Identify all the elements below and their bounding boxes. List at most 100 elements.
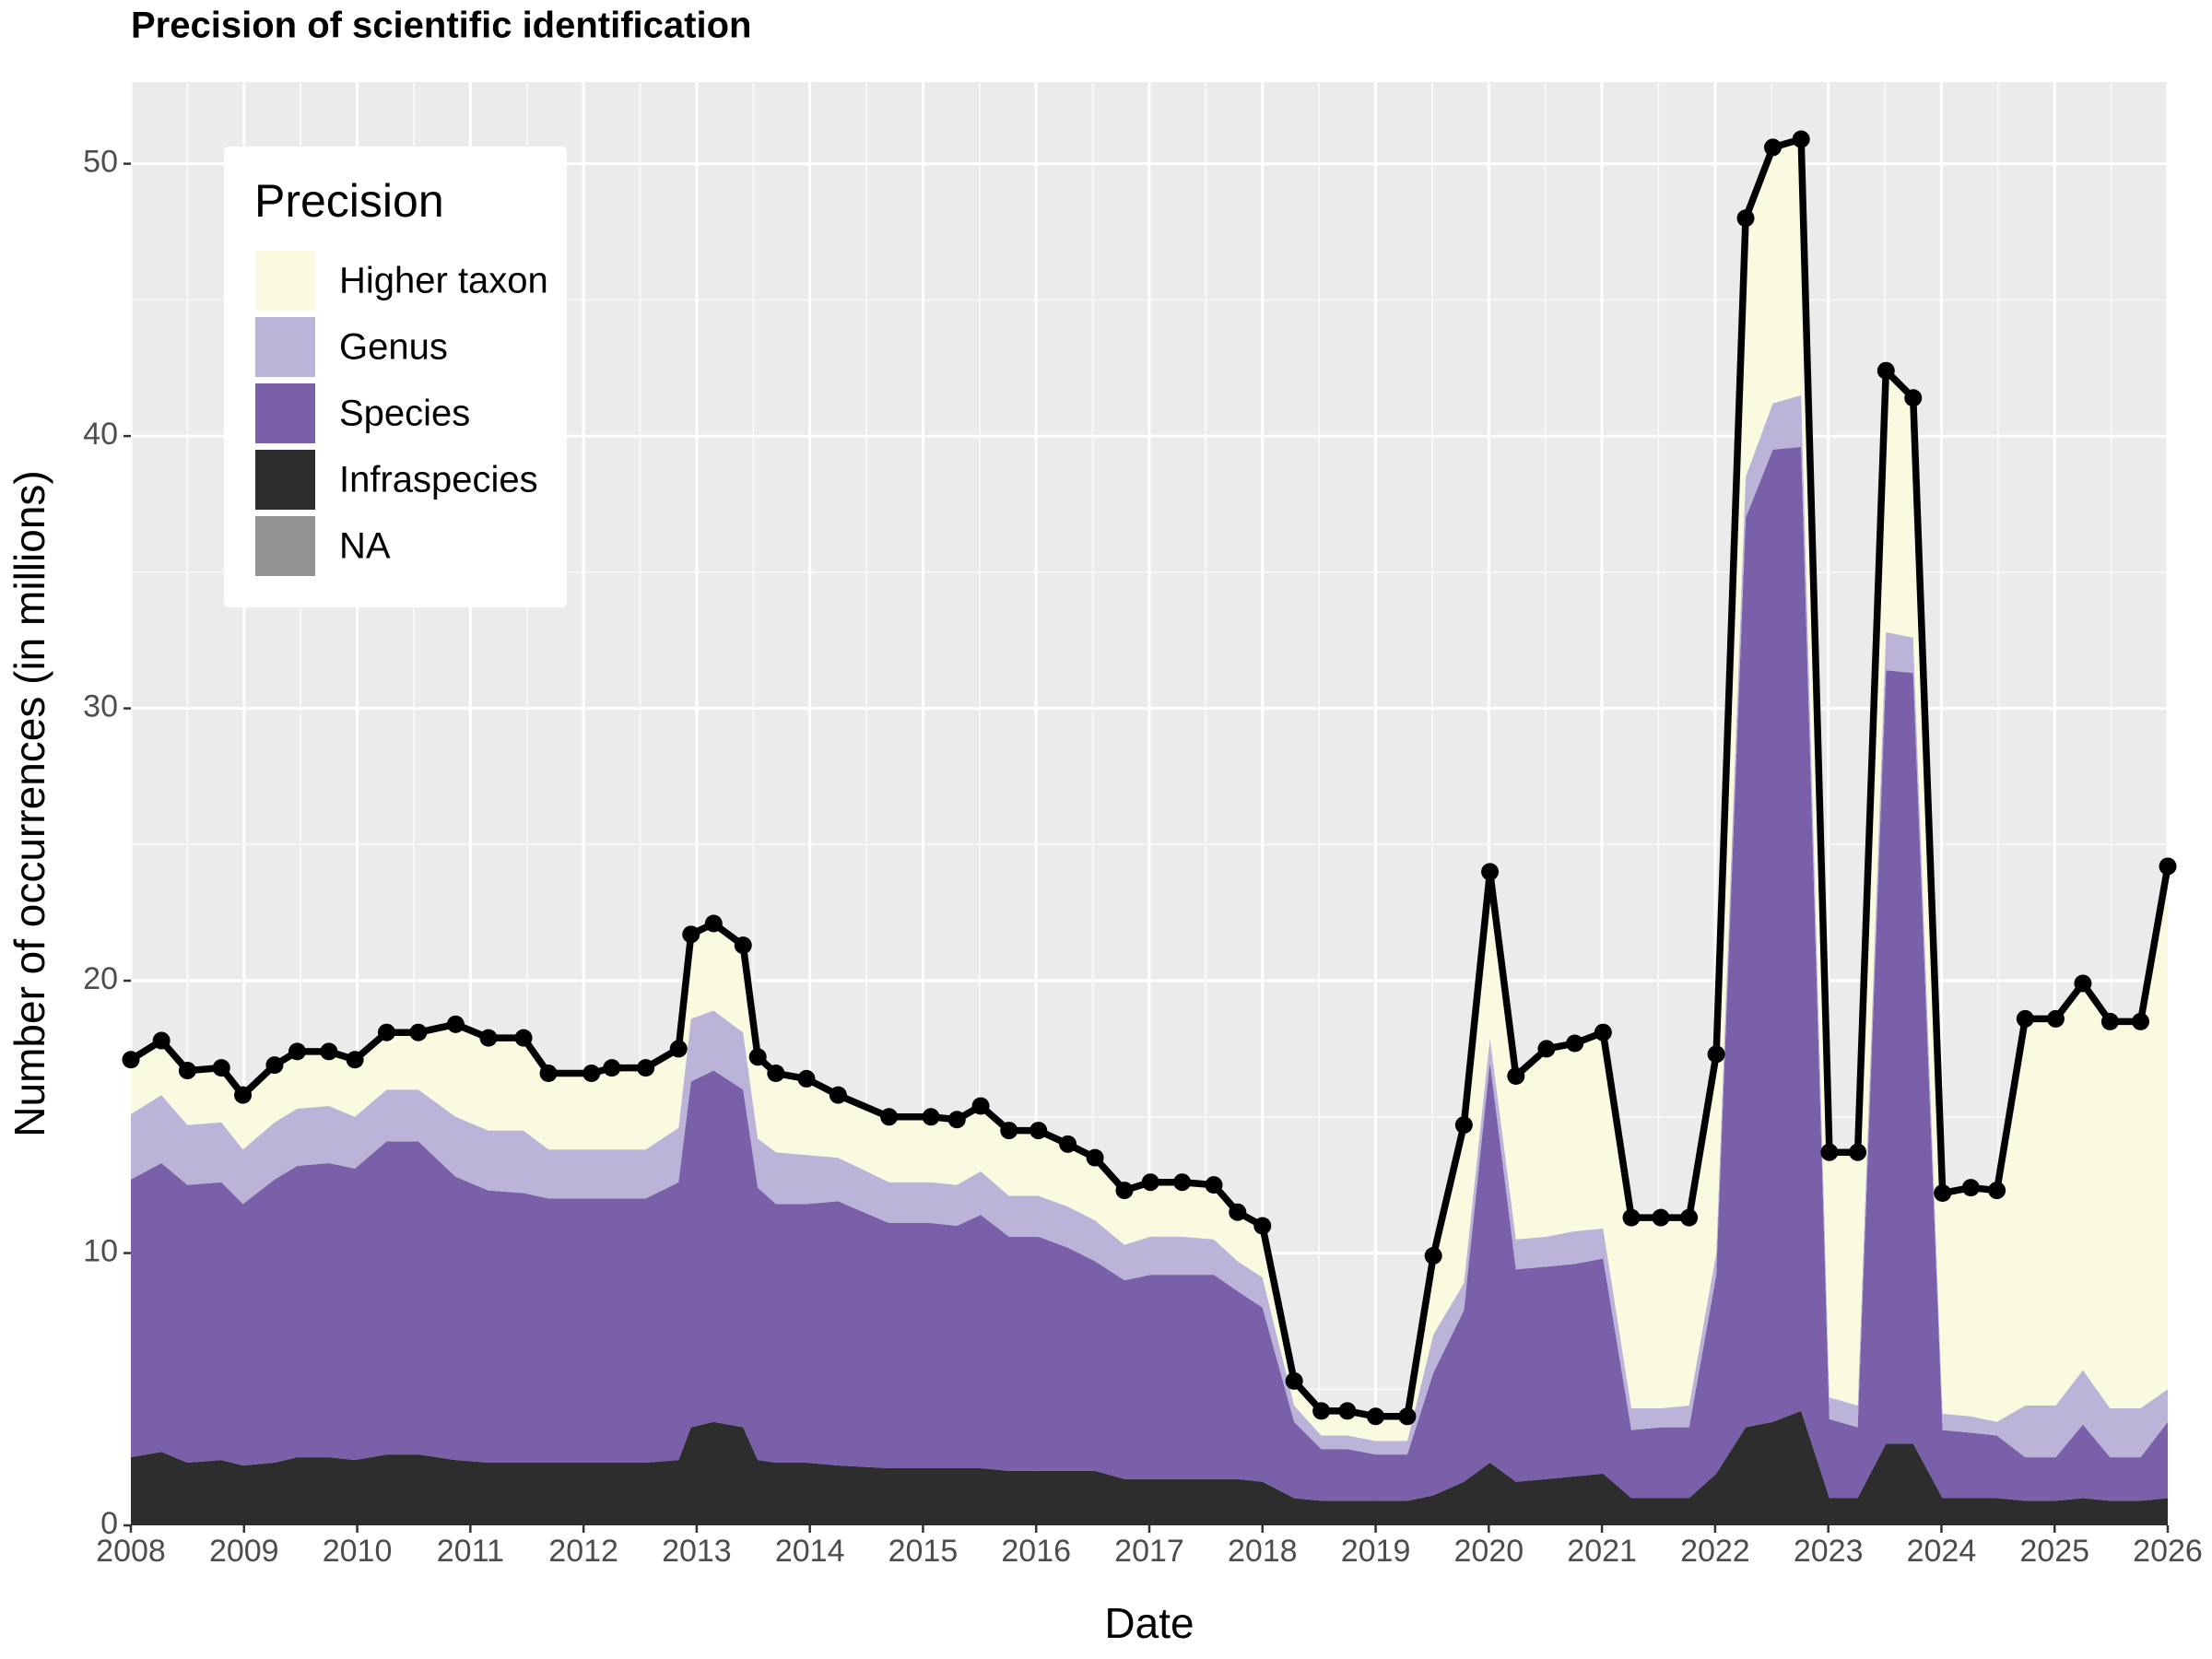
legend-label: Infraspecies xyxy=(339,460,538,500)
total-point xyxy=(1086,1148,1104,1167)
chart-title: Precision of scientific identification xyxy=(131,6,751,46)
total-point xyxy=(1849,1143,1867,1161)
total-point xyxy=(797,1069,816,1088)
total-point xyxy=(288,1042,306,1061)
x-tick-label: 2026 xyxy=(2133,1534,2203,1569)
legend-swatch xyxy=(253,382,317,445)
x-axis-title: Date xyxy=(1104,1599,1194,1647)
legend-label: Higher taxon xyxy=(339,261,548,301)
total-point xyxy=(1707,1045,1725,1064)
x-tick-label: 2009 xyxy=(209,1534,279,1569)
total-point xyxy=(1934,1184,1952,1203)
x-tick-label: 2014 xyxy=(775,1534,845,1569)
total-point xyxy=(234,1086,253,1104)
total-point xyxy=(152,1031,171,1050)
total-point xyxy=(1594,1023,1612,1041)
total-point xyxy=(2159,857,2177,876)
total-point xyxy=(2046,1009,2065,1028)
total-point xyxy=(1229,1203,1247,1221)
total-point xyxy=(1680,1208,1699,1227)
total-point xyxy=(1115,1182,1134,1200)
x-tick-label: 2022 xyxy=(1680,1534,1750,1569)
total-point xyxy=(1988,1182,2006,1200)
total-point xyxy=(1792,130,1810,148)
total-point xyxy=(1059,1135,1077,1153)
total-point xyxy=(1000,1122,1018,1140)
total-point xyxy=(1338,1402,1357,1420)
x-tick-label: 2015 xyxy=(888,1534,959,1569)
total-point xyxy=(265,1056,284,1075)
total-point xyxy=(971,1097,990,1115)
total-point xyxy=(1398,1407,1417,1426)
total-point xyxy=(1652,1208,1670,1227)
x-tick-label: 2017 xyxy=(1114,1534,1184,1569)
x-tick-label: 2016 xyxy=(1001,1534,1071,1569)
x-tick-label: 2023 xyxy=(1794,1534,1864,1569)
total-point xyxy=(1507,1066,1525,1085)
total-point xyxy=(669,1040,688,1058)
y-tick-label: 20 xyxy=(83,961,118,996)
total-point xyxy=(446,1015,465,1033)
total-point xyxy=(922,1108,940,1126)
total-point xyxy=(1030,1122,1048,1140)
total-point xyxy=(1622,1208,1641,1227)
total-point xyxy=(122,1051,140,1069)
total-point xyxy=(212,1059,230,1077)
area xyxy=(131,446,2168,1501)
total-point xyxy=(1736,209,1755,228)
y-axis-title: Number of occurrences (in millions) xyxy=(6,470,53,1136)
area xyxy=(131,139,2168,1441)
legend-swatch xyxy=(253,315,317,379)
y-tick-label: 50 xyxy=(83,145,118,180)
total-point xyxy=(2016,1009,2034,1028)
total-point xyxy=(1877,361,1895,380)
total-point xyxy=(178,1062,196,1080)
y-tick-label: 30 xyxy=(83,689,118,724)
total-point xyxy=(514,1029,533,1047)
total-point xyxy=(682,925,700,944)
total-point xyxy=(880,1108,899,1126)
total-point xyxy=(767,1065,785,1083)
total-line xyxy=(122,130,2177,1426)
total-point xyxy=(947,1111,966,1129)
total-point xyxy=(1312,1402,1331,1420)
total-point xyxy=(1205,1176,1223,1194)
total-point xyxy=(320,1042,338,1061)
total-point xyxy=(2100,1012,2119,1030)
x-tick-label: 2025 xyxy=(2019,1534,2089,1569)
legend-title: Precision xyxy=(254,175,444,227)
total-point xyxy=(1424,1246,1442,1265)
legend-label: NA xyxy=(339,526,391,567)
total-point xyxy=(479,1029,498,1047)
total-point xyxy=(2132,1012,2150,1030)
total-point xyxy=(1764,138,1783,157)
areas xyxy=(131,139,2168,1525)
total-point xyxy=(748,1048,767,1066)
total-point xyxy=(539,1065,558,1083)
total-point xyxy=(1253,1217,1272,1235)
legend-label: Species xyxy=(339,394,470,434)
legend-swatch xyxy=(253,249,317,312)
total-point xyxy=(704,914,723,933)
total-point xyxy=(1173,1173,1192,1192)
y-tick-label: 10 xyxy=(83,1234,118,1269)
axes: 0 10 20 30 40 50 2008 2009 2010 2011 2012 2013 2014 2… xyxy=(83,145,2203,1569)
x-tick-label: 2019 xyxy=(1341,1534,1411,1569)
y-tick-label: 0 xyxy=(100,1506,118,1541)
x-tick-label: 2008 xyxy=(96,1534,166,1569)
total-point xyxy=(1961,1179,1980,1197)
x-tick-label: 2024 xyxy=(1907,1534,1977,1569)
total-point xyxy=(346,1051,364,1069)
area xyxy=(131,394,2168,1458)
x-tick-label: 2021 xyxy=(1567,1534,1637,1569)
x-tick-label: 2020 xyxy=(1454,1534,1524,1569)
total-point xyxy=(1904,389,1923,407)
y-tick-label: 40 xyxy=(83,417,118,452)
total-point xyxy=(1454,1116,1473,1135)
x-tick-label: 2018 xyxy=(1228,1534,1298,1569)
total-point xyxy=(2074,974,2092,993)
total-point xyxy=(1537,1040,1556,1058)
total-point xyxy=(1367,1407,1385,1426)
